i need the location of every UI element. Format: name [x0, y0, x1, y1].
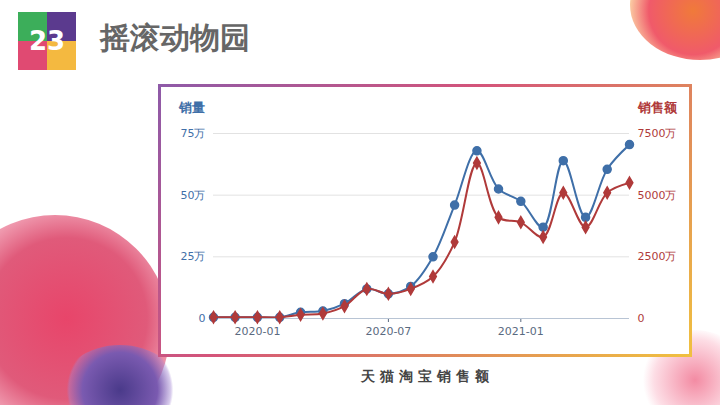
svg-text:7500万: 7500万 — [638, 127, 677, 140]
svg-text:2020-01: 2020-01 — [234, 325, 280, 338]
svg-text:0: 0 — [638, 312, 645, 325]
svg-text:25万: 25万 — [181, 250, 206, 263]
html-text:天 猫 淘 宝 销 售 额: 天 猫 淘 宝 销 售 额 — [361, 368, 489, 384]
html-text:23: 23 — [28, 26, 66, 56]
html-text:销售额: 销售额 — [638, 100, 677, 115]
svg-text:75万: 75万 — [181, 127, 206, 140]
svg-text:2020-07: 2020-07 — [365, 325, 411, 338]
svg-text:50万: 50万 — [181, 189, 206, 202]
svg-text:2021-01: 2021-01 — [498, 325, 544, 338]
svg-text:0: 0 — [199, 312, 206, 325]
svg-text:5000万: 5000万 — [638, 189, 677, 202]
html-text:销量: 销量 — [179, 100, 205, 115]
html-text:摇滚动物园: 摇滚动物园 — [100, 20, 250, 55]
svg-text:2500万: 2500万 — [638, 250, 677, 263]
